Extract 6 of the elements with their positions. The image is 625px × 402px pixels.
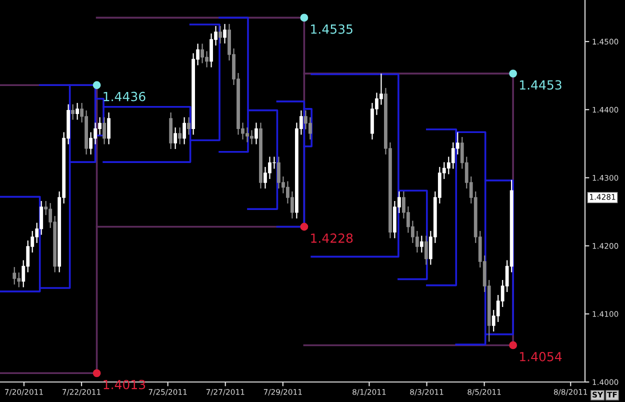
annotation: 1.4228	[311, 233, 353, 243]
annotation: 1.4535	[311, 24, 352, 34]
annotation: 1.4013	[104, 380, 146, 390]
annotation: 1.4453	[520, 80, 562, 90]
annotation: 1.4436	[104, 92, 146, 102]
annotation: 1.4054	[520, 352, 562, 362]
